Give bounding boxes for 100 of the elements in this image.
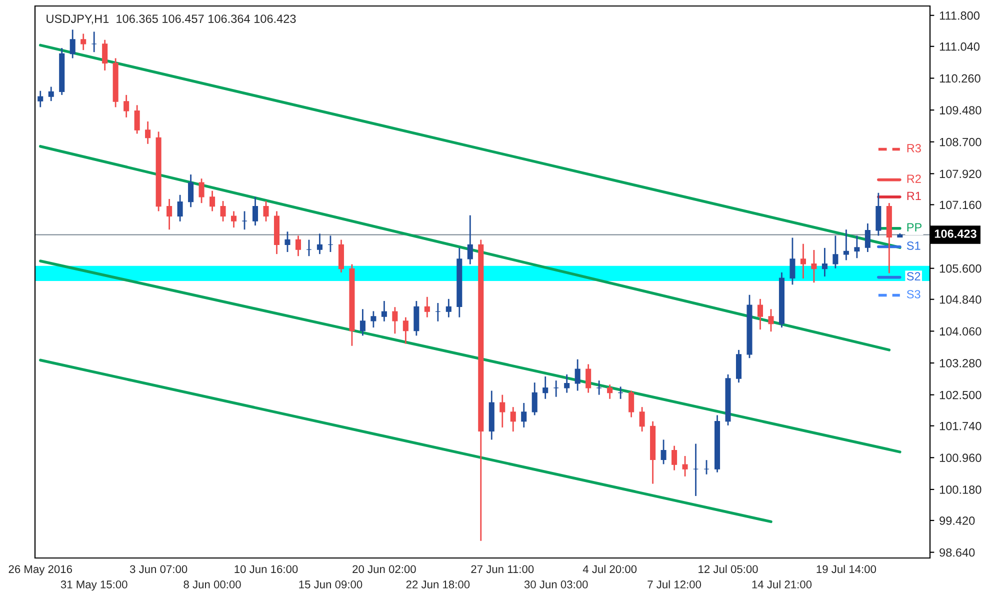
x-tick-label: 31 May 15:00 — [60, 580, 128, 591]
series-label: R1 — [907, 192, 921, 200]
candlestick — [134, 104, 140, 134]
candlestick — [800, 243, 806, 280]
candlestick — [854, 235, 860, 259]
candlestick — [124, 94, 130, 118]
y-tick-label: 98.640 — [940, 548, 975, 557]
candlestick — [660, 438, 666, 465]
candlestick — [242, 210, 248, 230]
text: USDJPY,H1 106.365 106.457 106.364 106.423 — [46, 14, 296, 24]
x-tick-label: 19 Jul 14:00 — [816, 564, 876, 574]
candlestick — [102, 39, 108, 72]
candlestick — [822, 247, 828, 278]
ref-line-label: 106.423 — [934, 230, 976, 238]
x-tick-label: 12 Jul 05:00 — [698, 564, 758, 574]
candlestick — [564, 374, 570, 394]
y-tick-label: 100.180 — [940, 485, 982, 494]
candlestick — [811, 249, 817, 284]
candlestick — [198, 178, 204, 204]
y-tick-label: 104.060 — [940, 327, 982, 336]
x-tick-label: 26 May 2016 — [8, 565, 72, 576]
candlestick — [521, 402, 527, 428]
candlestick — [704, 459, 710, 476]
x-tick-label: 30 Jun 03:00 — [524, 580, 588, 588]
candlestick — [402, 316, 408, 345]
candlestick — [177, 194, 183, 222]
y-tick-label: 111.800 — [940, 11, 980, 20]
candlestick — [574, 358, 580, 392]
candlestick — [295, 235, 302, 257]
x-tick-label: 7 Jul 12:00 — [648, 580, 702, 588]
candlestick — [188, 174, 194, 208]
y-tick-label: 108.700 — [940, 138, 982, 146]
y-tick-label: 99.420 — [940, 516, 975, 525]
y-tick-label: 107.160 — [940, 200, 982, 210]
candlestick — [392, 306, 398, 334]
y-tick-label: 102.500 — [940, 390, 982, 400]
candlestick — [220, 200, 226, 222]
candlestick — [510, 406, 516, 432]
x-tick-label: 20 Jun 02:00 — [352, 565, 416, 574]
y-tick-label: 105.600 — [940, 264, 982, 273]
candlestick — [843, 228, 849, 261]
candlestick — [166, 198, 172, 230]
y-tick-label: 110.260 — [940, 74, 980, 83]
candlestick — [639, 406, 645, 432]
candlestick — [328, 235, 334, 253]
y-tick-label: 104.840 — [940, 295, 982, 304]
series-label: S1 — [906, 242, 920, 250]
candlestick — [672, 445, 678, 471]
candlestick — [252, 196, 258, 226]
candlestick — [628, 390, 634, 418]
candlestick — [370, 310, 376, 328]
x-tick-label: 4 Jul 20:00 — [582, 564, 637, 574]
candlestick — [424, 296, 430, 318]
candlestick — [231, 210, 237, 228]
candlestick — [553, 380, 559, 398]
candlestick — [768, 308, 774, 332]
candlestick — [145, 120, 151, 145]
candlestick — [435, 302, 441, 322]
series-label: R3 — [907, 144, 921, 152]
candlestick — [532, 382, 538, 416]
candlestick — [306, 239, 312, 257]
candlestick — [790, 237, 796, 286]
candlestick — [596, 380, 602, 396]
candlestick — [607, 384, 613, 400]
x-tick-label: 27 Jun 11:00 — [471, 565, 534, 574]
series-label: S3 — [906, 290, 920, 298]
x-tick-label: 8 Jun 00:00 — [184, 580, 241, 588]
series-label: PP — [907, 223, 922, 232]
y-tick-label: 109.480 — [940, 106, 982, 114]
series-label: R2 — [907, 174, 921, 183]
x-tick-label: 22 Jun 18:00 — [406, 580, 470, 588]
candlestick — [757, 298, 764, 330]
candlestick — [360, 308, 366, 336]
y-tick-label: 107.920 — [940, 170, 982, 178]
candlestick — [38, 90, 44, 108]
candlestick — [284, 230, 290, 253]
x-tick-label: 14 Jul 21:00 — [752, 580, 812, 588]
candlestick — [693, 443, 699, 497]
candlestick — [586, 364, 592, 394]
y-tick-label: 100.960 — [940, 454, 982, 462]
y-tick-label: 111.040 — [940, 42, 980, 51]
x-tick-label: 15 Jun 09:00 — [299, 580, 362, 588]
candlestick — [832, 235, 838, 270]
candlestick — [316, 232, 322, 255]
candlestick — [80, 33, 86, 51]
candlestick — [263, 200, 269, 222]
y-tick-label: 103.280 — [940, 359, 982, 368]
series-label: S2 — [906, 272, 920, 280]
candlestick — [48, 86, 54, 102]
y-tick-label: 101.740 — [940, 422, 982, 430]
x-tick-label: 10 Jun 16:00 — [234, 565, 298, 574]
x-tick-label: 3 Jun 07:00 — [130, 565, 188, 574]
candlestick — [500, 394, 506, 428]
candlestick — [446, 298, 452, 318]
candlestick — [542, 376, 548, 400]
candlestick — [381, 300, 387, 322]
candlestick — [618, 386, 624, 400]
candlestick — [210, 190, 216, 212]
candlestick — [467, 214, 473, 265]
candlestick — [70, 28, 76, 59]
